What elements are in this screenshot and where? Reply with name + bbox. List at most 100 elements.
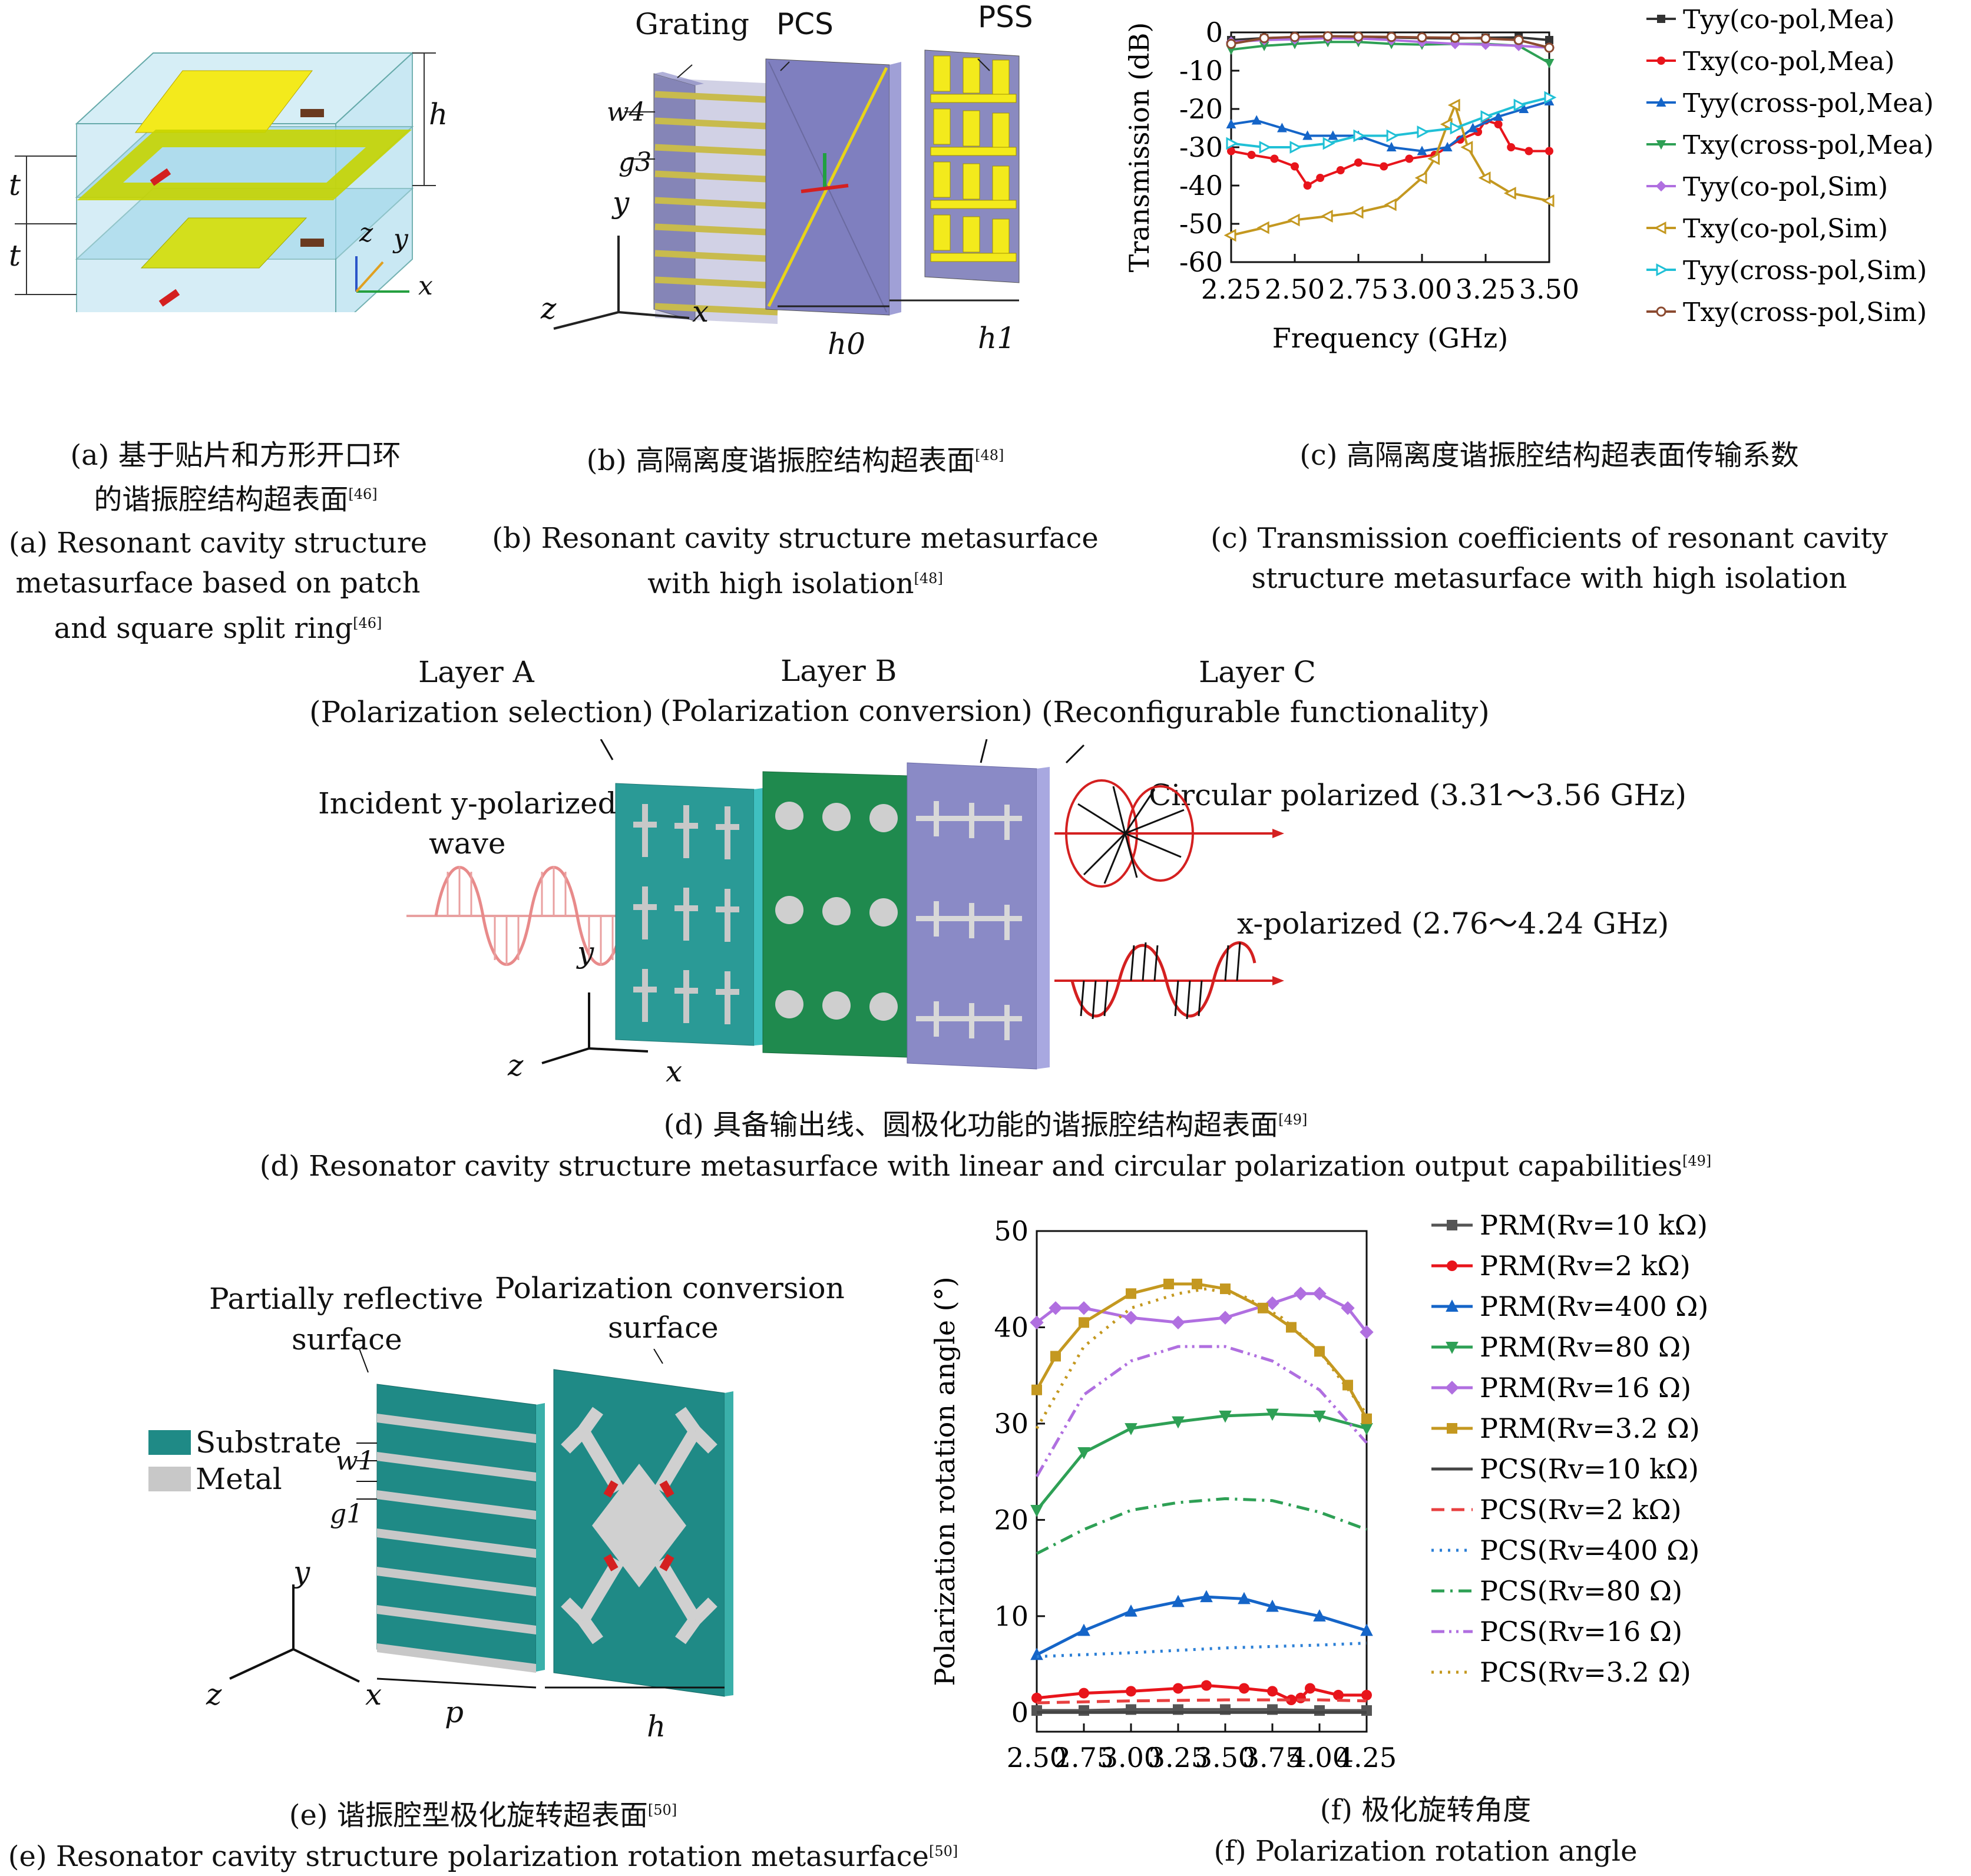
data-point <box>1320 210 1333 223</box>
label-w4: w4 <box>607 97 646 127</box>
d-axis-y: y <box>577 935 594 970</box>
y-tick-label: -60 <box>1179 246 1223 278</box>
series-line <box>1231 101 1550 237</box>
x-tick-label: 3.25 <box>1148 1742 1208 1774</box>
axis-z-label: z <box>359 218 373 248</box>
legend-marker <box>1446 1342 1459 1354</box>
series-line <box>1036 1412 1367 1511</box>
layer-c-title: Layer C <box>1199 655 1316 689</box>
data-point <box>1266 1408 1279 1421</box>
data-point <box>1238 1592 1251 1604</box>
caption-f-cn: (f) 极化旋转角度 <box>1319 1794 1532 1827</box>
legend-marker <box>1656 263 1669 276</box>
data-point <box>1289 32 1300 42</box>
data-point <box>1544 59 1555 69</box>
caption-a-en: (a) Resonant cavity structure metasurfac… <box>8 527 428 645</box>
data-point <box>1417 125 1430 138</box>
e-axis-x: x <box>365 1678 382 1712</box>
legend-label: Tyy(cross-pol,Sim) <box>1683 256 1927 286</box>
data-point <box>1417 145 1427 155</box>
data-point <box>1031 1692 1042 1703</box>
data-point <box>1468 123 1478 133</box>
bottom-patch <box>140 217 307 269</box>
data-point <box>1031 1705 1042 1716</box>
caption-b-cn: (b) 高隔离度谐振腔结构超表面[48] <box>586 444 1004 477</box>
caption-b-en: (b) Resonant cavity structure metasurfac… <box>492 522 1099 600</box>
data-point <box>1172 1594 1185 1607</box>
label-grating: Grating <box>635 7 749 41</box>
data-point <box>1513 35 1524 45</box>
legend-label: PRM(Rv=400 Ω) <box>1480 1291 1708 1322</box>
data-point <box>1353 31 1364 42</box>
caption-e-en: (e) Resonator cavity structure polarizat… <box>8 1840 958 1873</box>
axis-x-label: x <box>418 271 433 301</box>
chart-c: 2.25 2.50 2.75 3.00 3.25 3.50 0 -10 -20 -30 -40 -50… <box>1123 5 1934 354</box>
data-point <box>1427 152 1440 166</box>
y-tick-label: 40 <box>994 1311 1029 1343</box>
legend-marker <box>1656 140 1666 150</box>
data-point <box>1450 32 1460 43</box>
data-point <box>1386 141 1397 151</box>
data-point <box>1480 39 1492 50</box>
legend-label: PCS(Rv=10 kΩ) <box>1480 1453 1699 1485</box>
layer-a-sub: (Polarization selection) <box>309 695 654 729</box>
data-point <box>1380 162 1388 171</box>
x-tick-label: 2.75 <box>1054 1742 1114 1774</box>
data-point <box>1289 141 1302 154</box>
legend-label: PCS(Rv=3.2 Ω) <box>1480 1656 1691 1688</box>
data-point <box>1259 33 1269 44</box>
x-axis-label: Frequency (GHz) <box>1272 322 1508 354</box>
series-line <box>1036 1642 1367 1658</box>
grating-strips <box>654 91 778 316</box>
data-point <box>1302 130 1312 140</box>
label-pcs: PCS <box>776 7 834 41</box>
data-point <box>1313 1609 1326 1622</box>
x-tick-label: 4.25 <box>1337 1742 1397 1774</box>
data-point <box>1030 1505 1043 1517</box>
caption-c-en: (c) Transmission coefficients of resonan… <box>1211 522 1888 595</box>
data-point <box>1342 1379 1353 1391</box>
dim-p: p <box>445 1695 464 1729</box>
panel-b-diagram <box>553 49 1020 330</box>
legend-label: PCS(Rv=80 Ω) <box>1480 1575 1682 1607</box>
data-point <box>1447 98 1460 112</box>
data-point <box>1256 221 1269 234</box>
chart-f: 2.502.753.003.253.503.754.004.25 0 10 20 30 4… <box>929 1209 1708 1785</box>
x-tick-label: 4.00 <box>1289 1742 1350 1774</box>
legend-label: PCS(Rv=400 Ω) <box>1480 1534 1699 1566</box>
legend-marker <box>1655 180 1667 192</box>
data-point <box>1450 121 1463 135</box>
data-point <box>1361 1413 1372 1424</box>
legend-label: PCS(Rv=2 kΩ) <box>1480 1494 1682 1526</box>
data-point <box>1328 130 1338 140</box>
legend-marker <box>1447 1260 1457 1271</box>
circular-wave <box>1054 779 1284 888</box>
dim-h-label: h <box>429 97 448 131</box>
label-g3: g3 <box>619 147 652 177</box>
data-point <box>1266 1599 1279 1612</box>
data-point <box>1316 174 1325 182</box>
data-point <box>1360 1423 1373 1435</box>
y-axis-label: Polarization rotation angle (°) <box>929 1276 961 1686</box>
series-line <box>1036 1698 1367 1705</box>
y-tick-label: 0 <box>1011 1696 1029 1728</box>
d-axis-x: x <box>666 1054 683 1088</box>
data-point <box>1247 151 1256 159</box>
data-point <box>1545 36 1553 44</box>
axis-z: z <box>541 292 557 326</box>
data-point <box>1287 213 1300 227</box>
data-point <box>1305 1683 1315 1694</box>
caption-e-cn: (e) 谐振腔型极化旋转超表面[50] <box>289 1799 677 1832</box>
caption-c-cn: (c) 高隔离度谐振腔结构超表面传输系数 <box>1299 439 1799 472</box>
data-point <box>1414 171 1427 184</box>
data-point <box>1124 1311 1138 1325</box>
x-tick-label: 3.75 <box>1242 1742 1302 1774</box>
y-tick-label: 30 <box>994 1408 1029 1440</box>
data-point <box>1542 194 1555 207</box>
data-point <box>1303 181 1312 190</box>
dim-h-e: h <box>647 1709 666 1743</box>
legend-label: PRM(Rv=2 kΩ) <box>1480 1250 1691 1282</box>
xpol-wave <box>1054 941 1284 1020</box>
data-point <box>1513 98 1526 112</box>
data-point <box>1079 1688 1089 1699</box>
